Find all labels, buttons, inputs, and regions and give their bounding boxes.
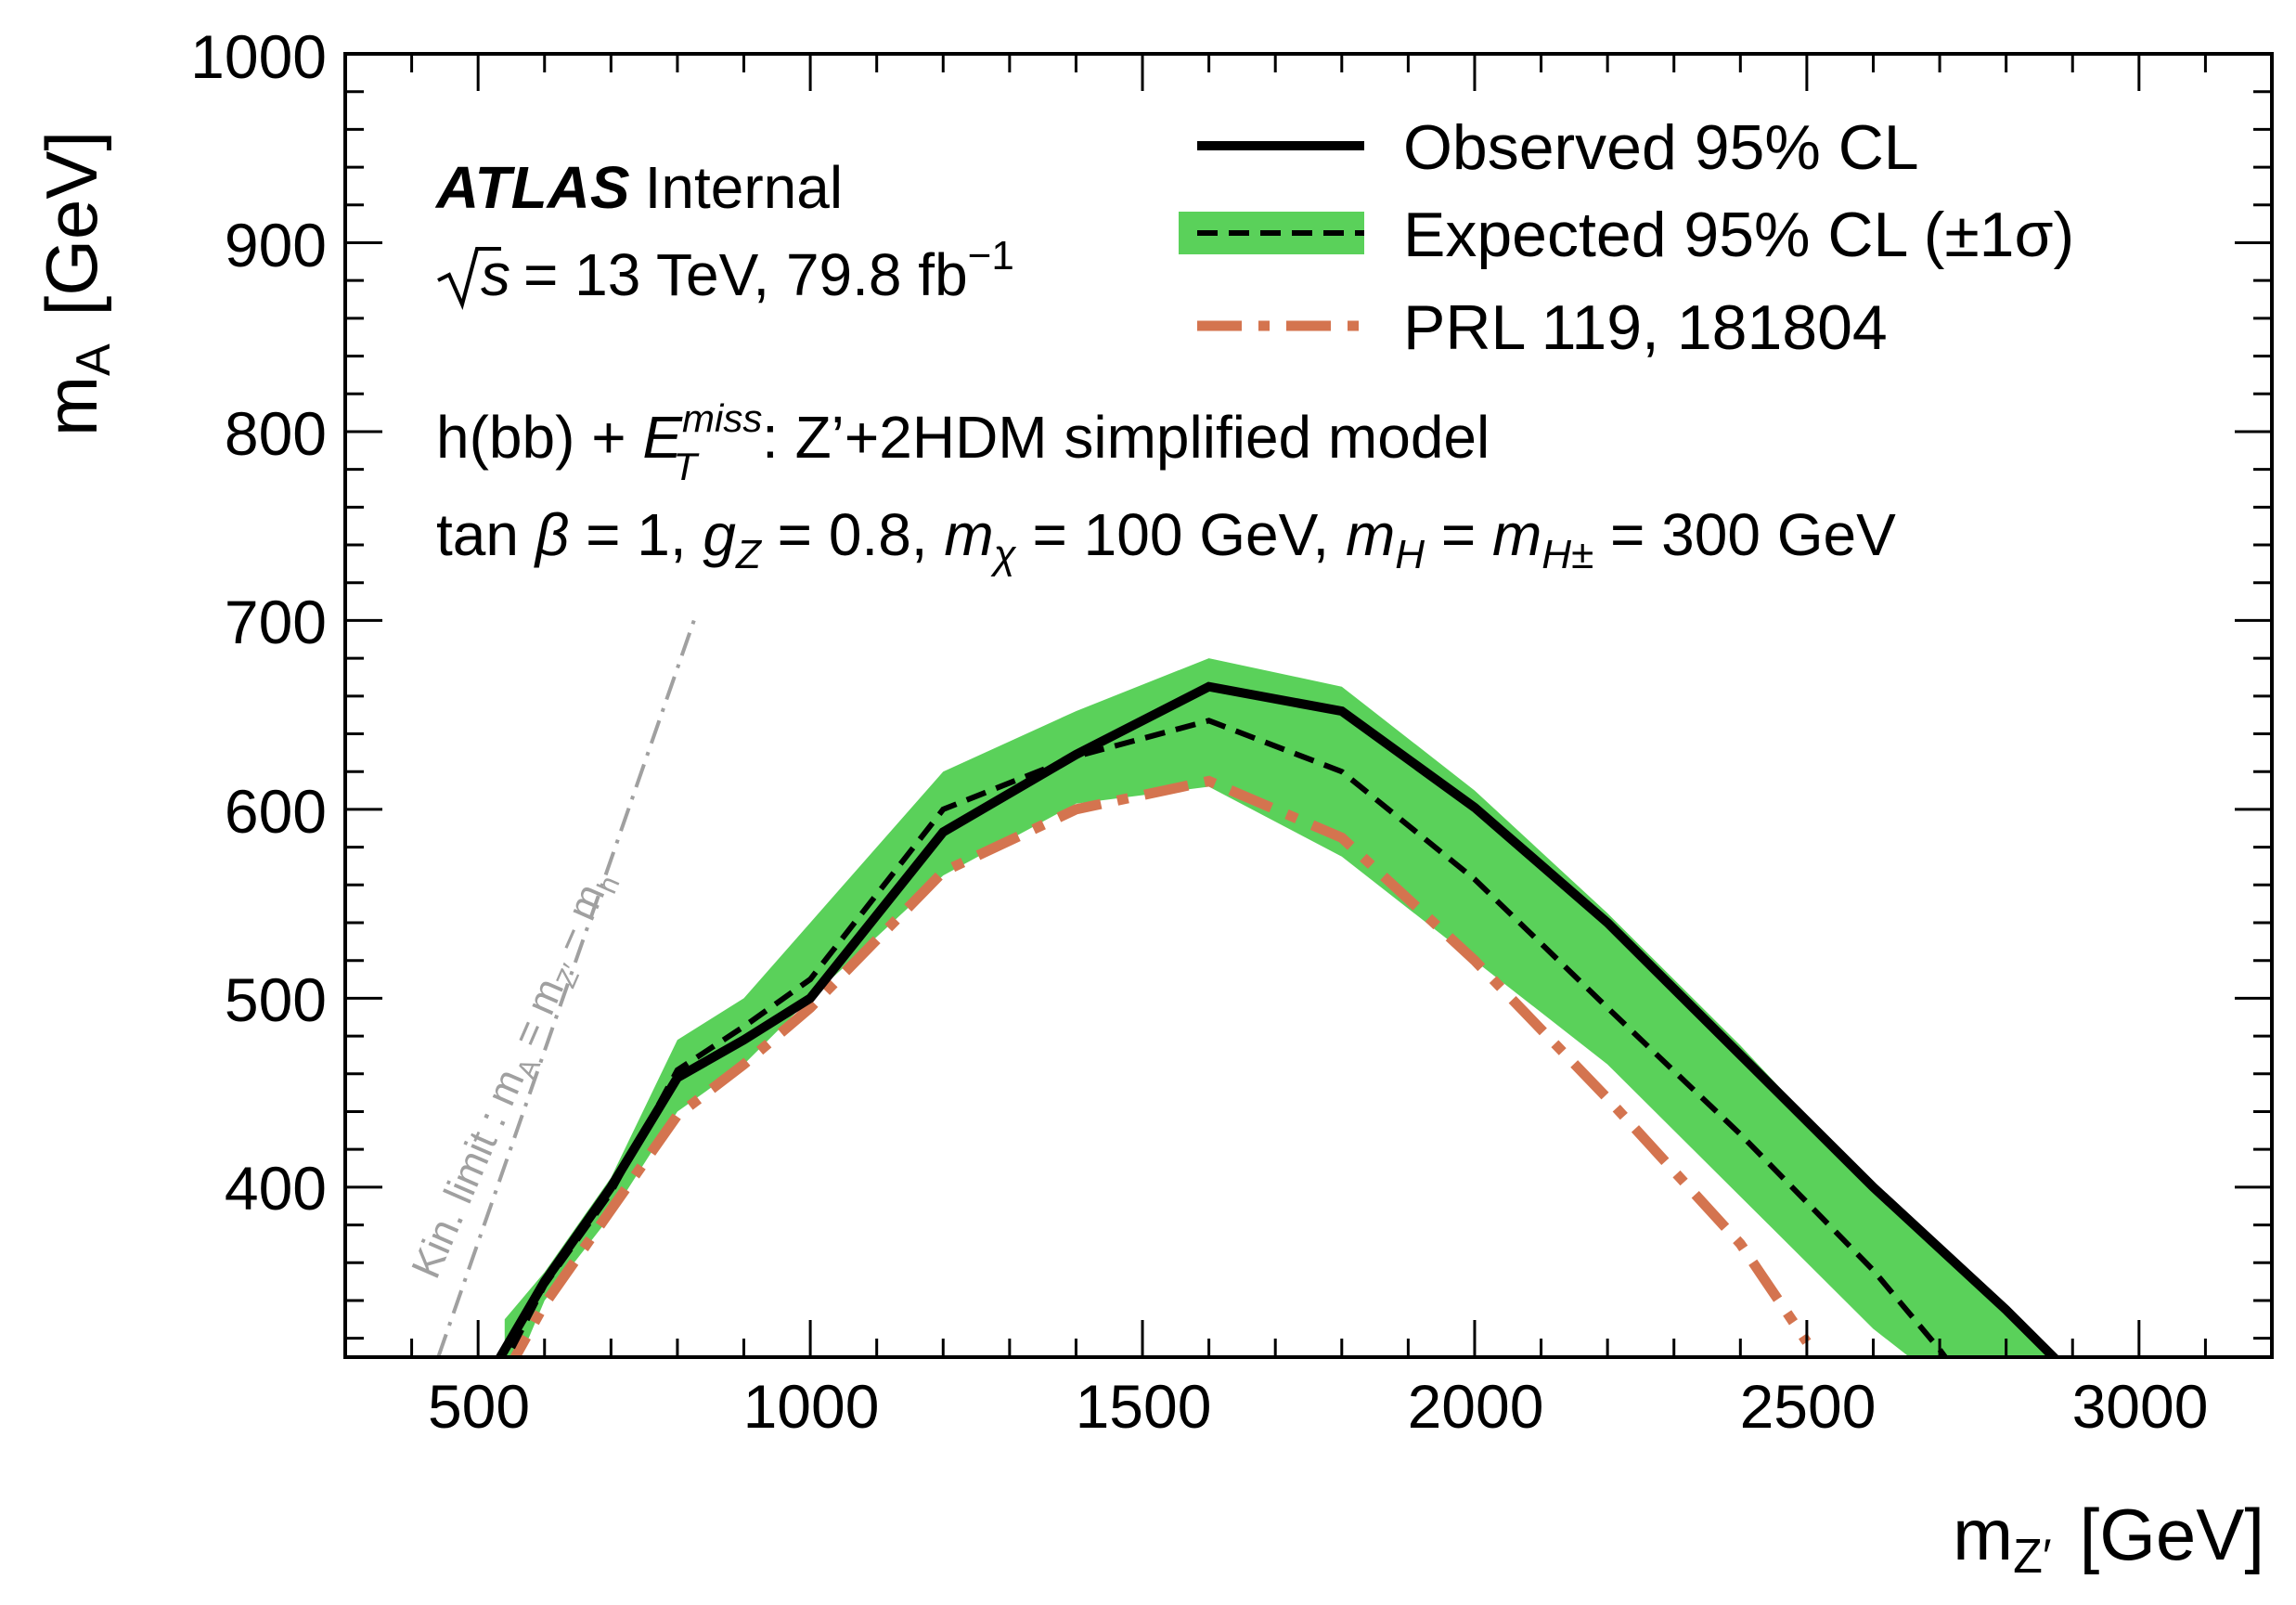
x-tick-label: 1000 bbox=[743, 1372, 880, 1441]
x-axis-title: mZ′ [GeV] bbox=[1953, 1494, 2264, 1584]
plot-area bbox=[436, 619, 2060, 1357]
plot-frame bbox=[343, 52, 2274, 1359]
y-tick-label: 800 bbox=[225, 399, 327, 468]
x-tick-label: 2000 bbox=[1408, 1372, 1544, 1441]
y-tick-label: 500 bbox=[225, 965, 327, 1034]
parameters-label: tan β = 1, gZ = 0.8, mχ = 100 GeV, mH = … bbox=[436, 501, 1896, 577]
model-label: h(bb) + Emiss T: Z’+2HDM simplified model bbox=[436, 396, 1490, 488]
y-axis-title: mA[GeV] bbox=[31, 131, 121, 436]
legend-prl-label: PRL 119, 181804 bbox=[1403, 292, 1888, 363]
y-tick-label: 1000 bbox=[190, 22, 327, 91]
y-tick-label: 900 bbox=[225, 211, 327, 279]
y-tick-label: 400 bbox=[225, 1154, 327, 1223]
y-tick-label: 600 bbox=[225, 777, 327, 846]
observed-limit-line bbox=[495, 681, 2060, 1357]
kinematic-limit-line bbox=[436, 619, 696, 1357]
prl-reference-line bbox=[509, 775, 1812, 1357]
atlas-label: ATLAS Internal bbox=[434, 154, 843, 221]
legend: Observed 95% CL Expected 95% CL (±1σ) PR… bbox=[1179, 112, 2074, 363]
x-tick-label: 3000 bbox=[2072, 1372, 2209, 1441]
legend-expected-label: Expected 95% CL (±1σ) bbox=[1403, 200, 2074, 270]
axis-ticks bbox=[345, 52, 2274, 1357]
legend-observed-label: Observed 95% CL bbox=[1403, 112, 1919, 183]
y-tick-labels: 400 500 600 700 800 900 1000 bbox=[190, 22, 327, 1223]
sqrt-symbol bbox=[437, 247, 501, 311]
y-tick-label: 700 bbox=[225, 588, 327, 656]
x-tick-label: 500 bbox=[428, 1372, 530, 1441]
x-tick-label: 2500 bbox=[1740, 1372, 1877, 1441]
x-tick-labels: 500 1000 1500 2000 2500 3000 bbox=[428, 1372, 2208, 1441]
energy-lumi-label: s = 13 TeV, 79.8 fb−1 bbox=[481, 233, 1014, 308]
expected-1sigma-band bbox=[504, 658, 2054, 1357]
x-tick-label: 1500 bbox=[1076, 1372, 1212, 1441]
